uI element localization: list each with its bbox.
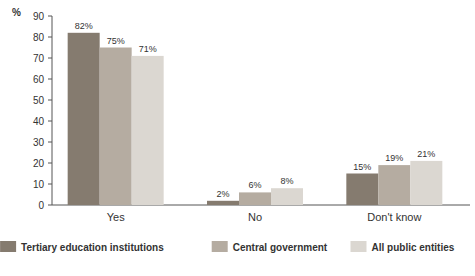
bar xyxy=(132,56,164,205)
y-tick xyxy=(48,16,52,17)
y-tick-label: 20 xyxy=(33,158,45,169)
bar xyxy=(239,192,271,205)
chart-svg: % 0 10 20 30 40 50 60 70 80 90 82% 75% 71% 2% 6% 8% 15% 19… xyxy=(0,0,475,276)
data-label: 71% xyxy=(139,44,157,54)
bar xyxy=(100,48,132,206)
y-tick xyxy=(48,58,52,59)
data-label: 8% xyxy=(280,176,293,186)
y-tick xyxy=(48,37,52,38)
bar xyxy=(346,174,378,206)
bar xyxy=(207,201,239,205)
legend-label: Central government xyxy=(233,242,328,253)
y-tick xyxy=(48,163,52,164)
data-label: 2% xyxy=(216,189,229,199)
bars xyxy=(68,33,443,205)
chart-root: % 0 10 20 30 40 50 60 70 80 90 82% 75% 71% 2% 6% 8% 15% 19… xyxy=(0,0,475,276)
bar xyxy=(378,165,410,205)
y-axis xyxy=(52,16,53,205)
legend-label: Tertiary education institutions xyxy=(21,242,164,253)
legend-swatch xyxy=(351,241,367,252)
bar xyxy=(410,161,442,205)
bar xyxy=(68,33,100,205)
y-tick-label: 60 xyxy=(33,74,45,85)
data-label: 75% xyxy=(107,36,125,46)
y-tick-label: 30 xyxy=(33,137,45,148)
data-label: 21% xyxy=(417,149,435,159)
x-tick-label: No xyxy=(248,211,262,223)
data-label: 15% xyxy=(353,162,371,172)
y-tick xyxy=(48,100,52,101)
y-tick-label: 10 xyxy=(33,179,45,190)
x-tick-label: Don't know xyxy=(367,211,421,223)
x-tick-label: Yes xyxy=(107,211,125,223)
data-labels: 82% 75% 71% 2% 6% 8% 15% 19% 21% xyxy=(75,21,436,199)
y-axis-label: % xyxy=(12,7,21,18)
y-tick-label: 80 xyxy=(33,32,45,43)
data-label: 6% xyxy=(248,180,261,190)
y-tick-label: 0 xyxy=(38,200,44,211)
y-tick-label: 50 xyxy=(33,95,45,106)
legend: Tertiary education institutions Central g… xyxy=(0,241,455,253)
y-tick xyxy=(48,142,52,143)
y-tick xyxy=(48,184,52,185)
bar xyxy=(271,188,303,205)
legend-swatch xyxy=(212,241,228,252)
y-tick xyxy=(48,79,52,80)
y-tick xyxy=(48,205,52,206)
data-label: 19% xyxy=(385,153,403,163)
data-label: 82% xyxy=(75,21,93,31)
legend-swatch xyxy=(0,241,16,252)
y-tick-label: 70 xyxy=(33,53,45,64)
y-tick-label: 90 xyxy=(33,11,45,22)
legend-label: All public entities xyxy=(372,242,455,253)
y-tick-label: 40 xyxy=(33,116,45,127)
y-tick xyxy=(48,121,52,122)
